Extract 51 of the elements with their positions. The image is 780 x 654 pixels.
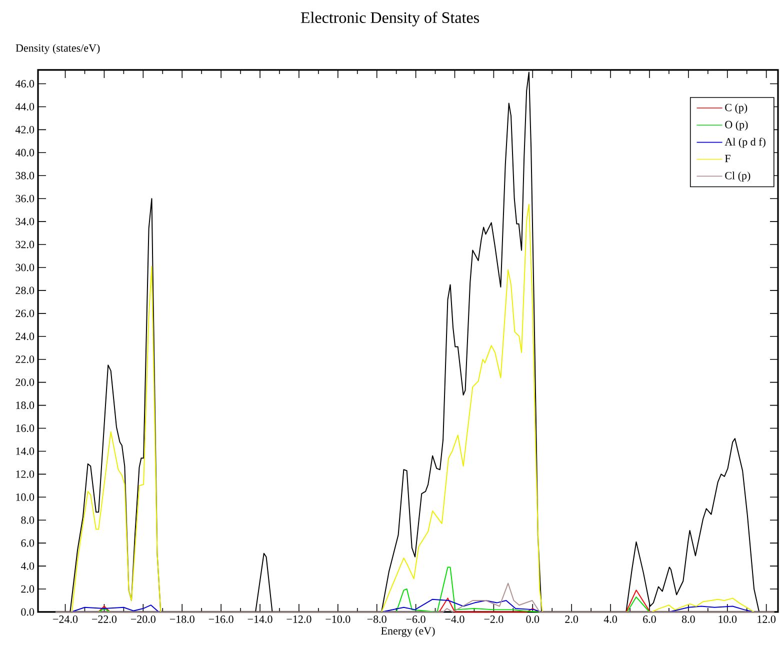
legend-label: O (p) bbox=[725, 120, 748, 131]
y-tick-label: 12.0 bbox=[16, 470, 34, 478]
y-tick-label: 36.0 bbox=[16, 194, 34, 202]
y-tick-label: 4.0 bbox=[20, 562, 34, 570]
x-tick-label: −2.0 bbox=[484, 616, 504, 623]
x-tick-label: −24.0 bbox=[53, 616, 78, 623]
x-tick-label: 12.0 bbox=[758, 616, 776, 623]
x-tick-label: −22.0 bbox=[92, 616, 117, 623]
y-tick-label: 8.0 bbox=[21, 516, 34, 524]
legend-label: C (p) bbox=[725, 103, 748, 114]
y-tick-label: 30.0 bbox=[16, 264, 34, 272]
y-tick-label: 0.0 bbox=[21, 608, 34, 616]
x-tick-label: 0.0 bbox=[526, 616, 540, 623]
x-axis-title: Energy (eV) bbox=[381, 626, 435, 637]
x-tick-label: 8.0 bbox=[682, 616, 695, 623]
y-tick-label: 32.0 bbox=[16, 240, 34, 248]
y-tick-label: 44.0 bbox=[15, 102, 34, 110]
y-tick-label: 16.0 bbox=[16, 424, 34, 432]
x-tick-label: −6.0 bbox=[406, 616, 426, 623]
y-tick-label: 18.0 bbox=[16, 402, 34, 410]
y-tick-label: 28.0 bbox=[16, 286, 34, 294]
x-tick-label: 2.0 bbox=[565, 616, 578, 623]
chart-title: Electronic Density of States bbox=[300, 12, 479, 26]
x-tick-label: −14.0 bbox=[248, 616, 272, 623]
x-tick-label: −4.0 bbox=[445, 616, 464, 623]
y-tick-label: 24.0 bbox=[16, 332, 34, 340]
legend-label: Cl (p) bbox=[725, 172, 750, 182]
x-tick-label: −18.0 bbox=[170, 616, 194, 623]
x-tick-label: 6.0 bbox=[643, 616, 656, 623]
y-axis-title: Density (states/eV) bbox=[16, 44, 100, 54]
y-tick-label: 14.0 bbox=[16, 447, 34, 455]
y-tick-label: 10.0 bbox=[16, 493, 34, 501]
y-tick-label: 22.0 bbox=[16, 356, 34, 364]
y-tick-label: 42.0 bbox=[15, 126, 34, 134]
legend-label: F bbox=[724, 154, 730, 162]
x-tick-label: −16.0 bbox=[208, 616, 234, 623]
x-tick-label: −8.0 bbox=[367, 616, 386, 623]
x-tick-label: −10.0 bbox=[326, 616, 350, 623]
legend-label: Al (p d f) bbox=[724, 138, 766, 148]
y-tick-label: 6.0 bbox=[21, 539, 34, 547]
y-tick-label: 34.0 bbox=[16, 218, 34, 226]
x-tick-label: −20.0 bbox=[130, 616, 156, 623]
y-tick-label: 46.0 bbox=[15, 80, 34, 88]
x-tick-label: −12.0 bbox=[286, 616, 312, 623]
x-tick-label: 4.0 bbox=[604, 616, 617, 623]
x-tick-label: 10.0 bbox=[718, 616, 737, 623]
y-tick-label: 26.0 bbox=[16, 310, 34, 318]
y-tick-label: 40.0 bbox=[15, 148, 34, 156]
y-tick-label: 38.0 bbox=[16, 172, 34, 180]
y-tick-label: 20.0 bbox=[16, 378, 34, 386]
y-tick-label: 2.0 bbox=[21, 585, 34, 593]
